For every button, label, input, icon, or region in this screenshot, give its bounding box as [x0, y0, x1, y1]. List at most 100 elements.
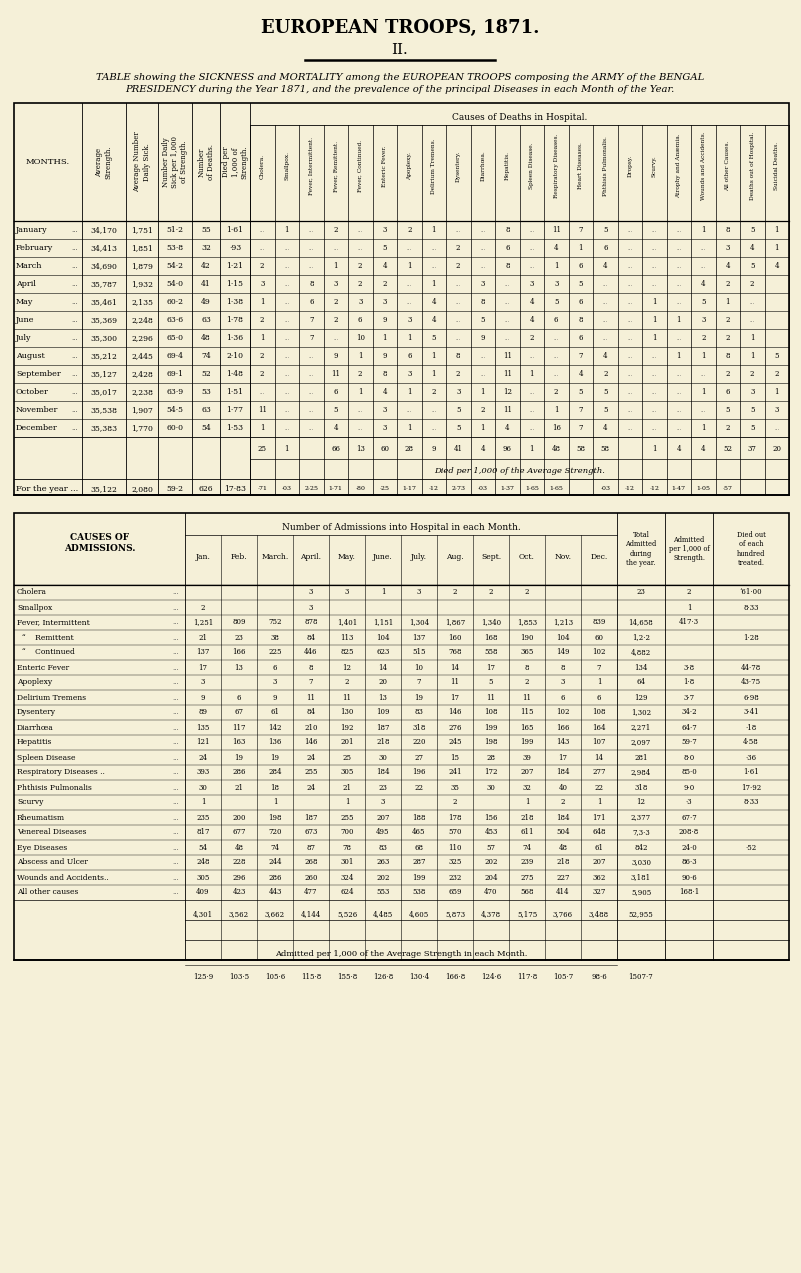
- Text: 63: 63: [201, 406, 211, 414]
- Text: 30: 30: [379, 754, 388, 761]
- Text: 2: 2: [481, 406, 485, 414]
- Text: 225: 225: [268, 648, 282, 657]
- Text: Phthisis Pulmonalis: Phthisis Pulmonalis: [17, 783, 92, 792]
- Text: All other Causes.: All other Causes.: [725, 141, 731, 191]
- Text: ...: ...: [172, 663, 179, 671]
- Text: 2: 2: [525, 679, 529, 686]
- Text: Diarrhœa: Diarrhœa: [17, 723, 54, 732]
- Text: 7: 7: [578, 353, 583, 360]
- Text: 30: 30: [486, 783, 496, 792]
- Text: 3·8: 3·8: [683, 663, 694, 671]
- Text: ...: ...: [431, 246, 437, 251]
- Text: 35: 35: [450, 783, 460, 792]
- Text: 8: 8: [525, 663, 529, 671]
- Text: ...: ...: [652, 407, 657, 412]
- Text: ...: ...: [71, 334, 78, 342]
- Text: 85·0: 85·0: [681, 769, 697, 777]
- Text: 260: 260: [304, 873, 318, 881]
- Text: ...: ...: [172, 844, 179, 852]
- Text: 327: 327: [592, 889, 606, 896]
- Text: ...: ...: [431, 264, 437, 269]
- Text: ...: ...: [308, 407, 314, 412]
- Text: 6: 6: [578, 262, 583, 270]
- Text: 2: 2: [407, 227, 412, 234]
- Text: 1·78: 1·78: [227, 316, 244, 325]
- Text: 2,296: 2,296: [131, 334, 153, 342]
- Text: Aug.: Aug.: [446, 552, 464, 561]
- Text: 6: 6: [597, 694, 602, 701]
- Text: Abscess and Ulcer: Abscess and Ulcer: [17, 858, 88, 867]
- Text: ...: ...: [260, 246, 265, 251]
- Text: 4,301: 4,301: [193, 910, 213, 918]
- Text: 2: 2: [260, 353, 264, 360]
- Text: 4: 4: [775, 262, 779, 270]
- Text: 64·7: 64·7: [681, 723, 697, 732]
- Text: 2: 2: [726, 334, 730, 342]
- Text: ...: ...: [701, 264, 706, 269]
- Text: 3: 3: [726, 244, 730, 252]
- Text: 204: 204: [485, 873, 497, 881]
- Text: 495: 495: [376, 829, 390, 836]
- Text: 21: 21: [199, 634, 207, 642]
- Text: 1: 1: [775, 244, 779, 252]
- Text: Spleen Disease.: Spleen Disease.: [529, 143, 534, 190]
- Text: ·12: ·12: [625, 486, 634, 491]
- Text: 1: 1: [701, 353, 706, 360]
- Text: ...: ...: [602, 317, 608, 322]
- Text: 1: 1: [525, 798, 529, 807]
- Text: ...: ...: [652, 228, 657, 233]
- Text: 84: 84: [307, 709, 316, 717]
- Text: 66: 66: [332, 446, 340, 453]
- Text: 1: 1: [677, 316, 681, 325]
- Text: 117·8: 117·8: [517, 973, 537, 981]
- Text: 6: 6: [726, 388, 730, 396]
- Text: 1,213: 1,213: [553, 619, 573, 626]
- Text: MONTHS.: MONTHS.: [26, 158, 70, 165]
- Text: 58: 58: [576, 446, 586, 453]
- Text: ...: ...: [308, 390, 314, 395]
- Text: 4: 4: [481, 446, 485, 453]
- Text: 74: 74: [271, 844, 280, 852]
- Text: 3,181: 3,181: [631, 873, 651, 881]
- Text: 5: 5: [775, 353, 779, 360]
- Text: Enteric Fever.: Enteric Fever.: [382, 145, 387, 187]
- Text: ...: ...: [71, 388, 78, 396]
- Text: 163: 163: [232, 738, 246, 746]
- Text: 28: 28: [405, 446, 414, 453]
- Text: ...: ...: [260, 228, 265, 233]
- Text: 24: 24: [307, 783, 316, 792]
- Text: 4: 4: [750, 244, 755, 252]
- Text: 515: 515: [413, 648, 426, 657]
- Text: 1507·7: 1507·7: [629, 973, 654, 981]
- Text: 6: 6: [554, 316, 558, 325]
- Text: 700: 700: [340, 829, 354, 836]
- Text: 104: 104: [376, 634, 390, 642]
- Text: 6: 6: [273, 663, 277, 671]
- Text: 3: 3: [333, 280, 338, 288]
- Text: 187: 187: [376, 723, 390, 732]
- Text: ...: ...: [431, 425, 437, 430]
- Text: June.: June.: [373, 552, 392, 561]
- Text: 7: 7: [597, 663, 602, 671]
- Text: 1: 1: [407, 388, 412, 396]
- Text: 245: 245: [449, 738, 461, 746]
- Text: ...: ...: [333, 336, 338, 340]
- Text: 35,369: 35,369: [91, 316, 118, 325]
- Text: 28: 28: [486, 754, 496, 761]
- Text: 296: 296: [232, 873, 246, 881]
- Text: ...: ...: [172, 889, 179, 896]
- Text: 1: 1: [432, 280, 436, 288]
- Text: 48: 48: [558, 844, 567, 852]
- Text: ...: ...: [701, 407, 706, 412]
- Text: ...: ...: [172, 588, 179, 597]
- Text: 1,751: 1,751: [131, 227, 153, 234]
- Text: 166: 166: [556, 723, 570, 732]
- Text: 35,538: 35,538: [91, 406, 118, 414]
- Text: 3: 3: [344, 588, 349, 597]
- Text: 8: 8: [578, 316, 583, 325]
- Text: 54: 54: [201, 424, 211, 432]
- Text: 4: 4: [554, 244, 558, 252]
- Text: 42: 42: [201, 262, 211, 270]
- Text: ...: ...: [480, 354, 485, 359]
- Text: 611: 611: [521, 829, 533, 836]
